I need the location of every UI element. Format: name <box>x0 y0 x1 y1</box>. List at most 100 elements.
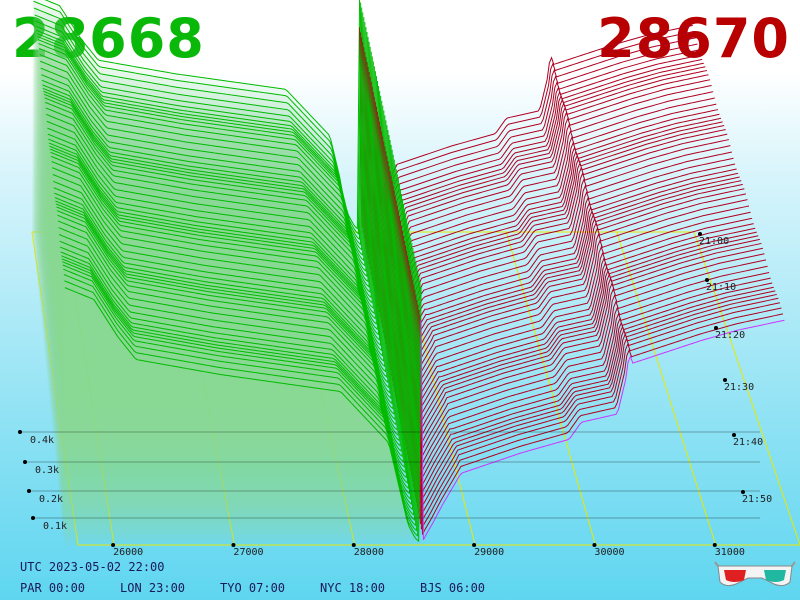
bid-fill <box>52 179 399 429</box>
bid-fill <box>53 193 402 445</box>
bid-depth-line <box>60 247 414 500</box>
bid-depth-line <box>44 101 384 347</box>
ask-depth-line <box>369 74 709 281</box>
ask-depth-line <box>373 96 715 302</box>
bid-fill <box>62 269 419 530</box>
ask-depth-line <box>410 270 770 488</box>
bid-depth-line <box>37 36 369 272</box>
ask-depth-line <box>404 238 760 456</box>
bid-depth-line <box>58 227 410 479</box>
time-tick-label: 21:00 <box>699 236 729 247</box>
price-tick-dot <box>712 543 717 547</box>
bid-depth-line <box>61 257 416 511</box>
ask-depth-line <box>378 116 722 323</box>
tz-tyo: TYO 07:00 <box>220 581 286 595</box>
bid-depth-line <box>42 85 380 325</box>
bid-fill <box>50 161 396 413</box>
ask-depth-line <box>393 188 745 403</box>
ask-depth-line <box>418 307 782 530</box>
time-tick-label: 21:40 <box>733 437 763 448</box>
bid-depth-line <box>53 179 399 426</box>
snapshot-row <box>54 198 757 450</box>
snapshot-row <box>48 144 740 392</box>
time-tick-dot <box>698 232 702 236</box>
snapshot-row <box>43 97 726 344</box>
3d-glasses-icon[interactable] <box>714 560 796 590</box>
ask-depth-line <box>381 128 726 339</box>
bid-fill <box>35 31 367 270</box>
bid-fill <box>49 152 394 402</box>
volume-tick-label: 0.3k <box>35 465 59 476</box>
price-tick-label: 28000 <box>354 547 384 558</box>
snapshot-row <box>50 161 747 413</box>
ask-depth-line <box>377 111 720 318</box>
snapshot-row <box>60 257 776 514</box>
snapshot-row <box>34 22 701 259</box>
time-tick-label: 21:20 <box>715 330 745 341</box>
snapshot-row <box>56 220 765 477</box>
bid-fill <box>61 265 417 524</box>
bid-fill <box>49 149 393 397</box>
ask-depth-line <box>398 215 753 429</box>
bid-fill <box>58 233 410 487</box>
snapshot-row <box>41 85 722 328</box>
bid-depth-line <box>34 12 364 246</box>
ask-depth-line <box>407 253 765 472</box>
bid-depth-line <box>36 31 368 267</box>
bid-fill <box>47 139 391 386</box>
bid-depth-line <box>33 7 363 241</box>
bid-depth-line <box>49 144 392 389</box>
ask-depth-line <box>415 293 777 514</box>
snapshot-row <box>62 268 780 530</box>
bid-depth-line <box>47 125 388 368</box>
bid-depth-line <box>35 17 365 251</box>
time-tick-dot <box>714 326 718 330</box>
bid-depth-line <box>52 173 398 421</box>
ask-depth-line <box>395 199 748 413</box>
time-tick-dot <box>741 490 745 494</box>
price-tick-dot <box>472 543 477 547</box>
snapshot-row <box>63 280 784 540</box>
ask-depth-line <box>383 139 729 350</box>
bid-fill <box>58 238 411 492</box>
volume-tick-dot <box>23 460 27 464</box>
snapshot-row <box>39 60 714 301</box>
time-tick-label: 21:50 <box>742 494 772 505</box>
bid-depth-line <box>57 220 409 474</box>
bid-depth-line <box>53 184 400 431</box>
bid-fill <box>48 144 392 392</box>
ask-depth-line <box>374 101 717 307</box>
snapshot-row <box>33 7 697 243</box>
ask-depth-line <box>370 79 711 286</box>
ask-depth-line <box>413 285 774 503</box>
bid-fill <box>52 184 400 434</box>
bid-fill <box>61 261 416 519</box>
bid-fill <box>44 102 383 349</box>
time-tick-dot <box>723 378 727 382</box>
bid-fill <box>56 220 408 477</box>
ask-depth-line <box>380 124 725 334</box>
bid-depth-line <box>52 167 397 416</box>
bid-fill <box>42 90 380 333</box>
ask-depth-line <box>368 69 708 276</box>
ask-depth-line <box>397 210 751 424</box>
bid-depth-line <box>47 130 389 373</box>
bid-depth-line <box>63 274 420 532</box>
ask-depth-line <box>416 297 779 519</box>
bid-depth-line <box>54 193 403 442</box>
ask-depth-line <box>396 205 750 419</box>
snapshot-row <box>56 214 764 471</box>
ask-depth-line <box>367 66 706 270</box>
snapshot-row <box>61 261 777 519</box>
ask-depth-line <box>362 42 698 244</box>
volume-tick-label: 0.4k <box>30 435 54 446</box>
ask-depth-line <box>388 166 737 376</box>
snapshot-row <box>40 76 718 317</box>
bid-depth-line <box>59 238 412 490</box>
bid-fill <box>46 130 389 376</box>
snapshot-row <box>55 210 762 466</box>
snapshot-row <box>49 148 742 397</box>
depth-snapshots <box>32 0 785 545</box>
bid-depth-line <box>55 198 404 447</box>
bid-depth-line <box>61 252 415 506</box>
